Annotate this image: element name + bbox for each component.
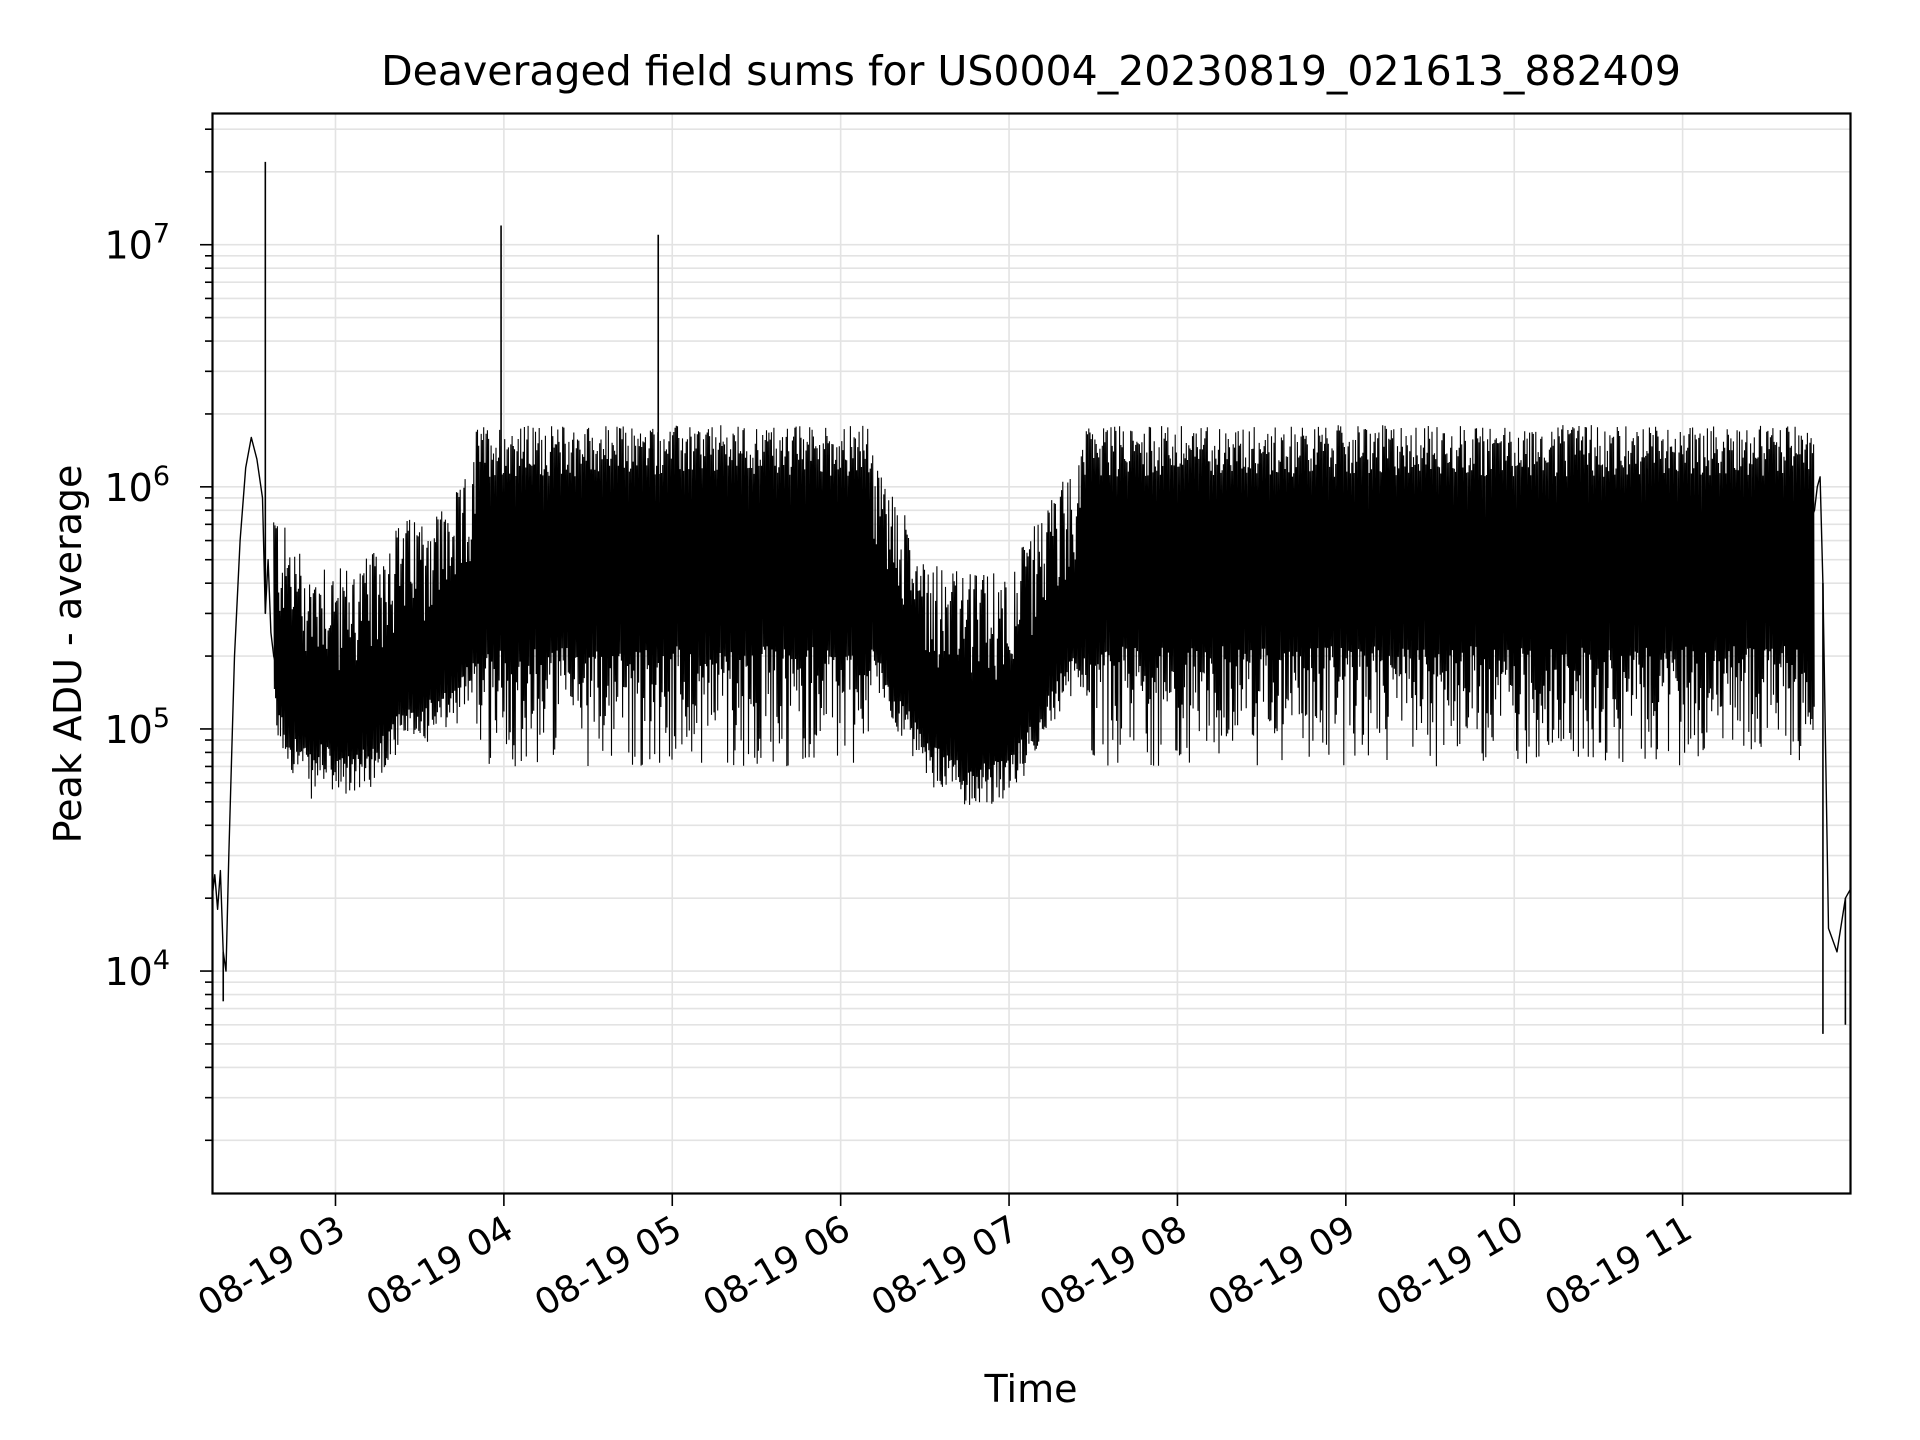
- y-tick-label: 105: [104, 703, 170, 752]
- y-tick-label-exponent: 6: [153, 461, 170, 492]
- y-tick-label-exponent: 4: [153, 945, 170, 976]
- y-axis-label: Peak ADU - average: [46, 465, 90, 844]
- chart-title: Deaveraged field sums for US0004_2023081…: [381, 47, 1681, 95]
- y-tick-label-base: 10: [104, 224, 152, 268]
- y-tick-label-exponent: 5: [153, 703, 170, 734]
- data-series: [211, 161, 1852, 1034]
- plot-frame: [211, 112, 1852, 1195]
- y-tick-label-base: 10: [104, 466, 152, 510]
- series-oscillation: [273, 425, 1815, 805]
- x-axis-label: Time: [984, 1367, 1078, 1411]
- y-tick-label: 106: [104, 461, 170, 510]
- y-tick-label: 107: [104, 219, 170, 268]
- y-tick-label: 104: [104, 945, 170, 994]
- y-tick-label-base: 10: [104, 950, 152, 994]
- y-tick-label-exponent: 7: [153, 219, 170, 250]
- y-tick-label-base: 10: [104, 708, 152, 752]
